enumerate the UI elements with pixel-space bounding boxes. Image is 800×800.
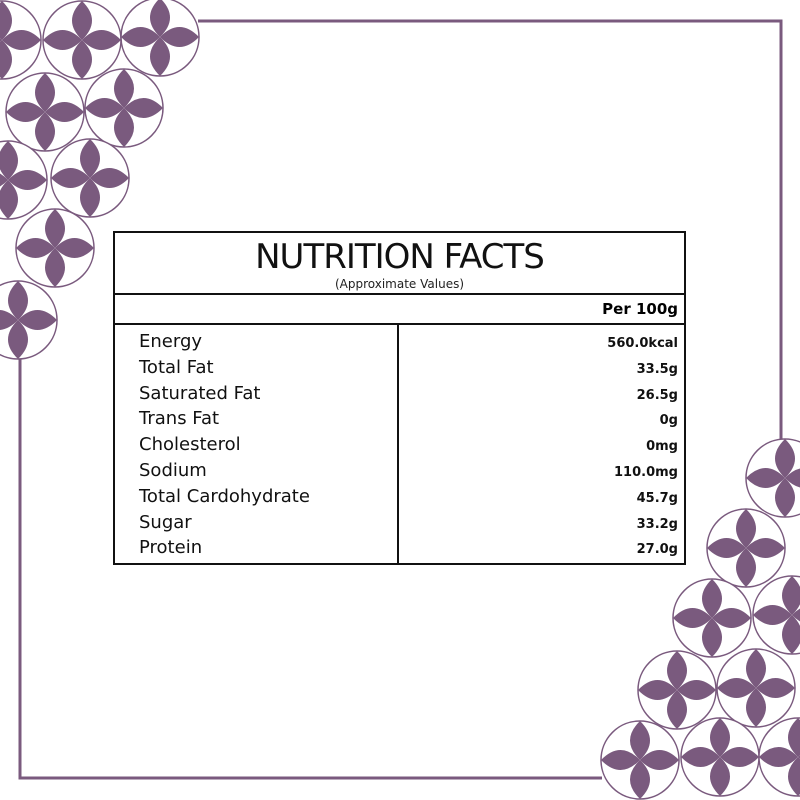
nutrient-value: 26.5g — [636, 387, 678, 403]
flower-icon — [672, 578, 752, 658]
flower-icon — [15, 208, 95, 288]
nutrient-value: 33.5g — [636, 361, 678, 377]
nutrient-value: 560.0kcal — [607, 336, 678, 351]
nutrient-name: Energy — [139, 331, 203, 352]
flower-icon — [5, 72, 85, 152]
table-body: Energy Total Fat Saturated Fat Trans Fat Cho… — [115, 325, 684, 563]
flower-icon — [0, 140, 48, 220]
flower-icon — [745, 438, 800, 518]
flower-icon — [50, 138, 130, 218]
flower-icon — [600, 720, 680, 800]
flower-icon — [706, 508, 786, 588]
nutrient-name: Sugar — [139, 511, 192, 533]
flower-icon — [752, 575, 800, 655]
nutrient-name: Total Fat — [139, 356, 214, 378]
table-subtitle: (Approximate Values) — [334, 277, 465, 291]
nutrient-value: 0g — [659, 413, 678, 429]
nutrient-value: 33.2g — [636, 516, 678, 532]
nutrient-name: Total Cardohydrate — [139, 485, 310, 507]
nutrient-value: 45.7g — [636, 490, 678, 506]
table-header: NUTRITION FACTS (Approximate Values) — [115, 233, 684, 295]
nutrient-values: 560.0kcal 33.5g 26.5g 0g 0mg 110.0mg 45.7g 33.2… — [399, 325, 684, 563]
table-title: NUTRITION FACTS — [255, 237, 545, 277]
nutrient-value: 0mg — [646, 439, 678, 455]
nutrient-names: Energy Total Fat Saturated Fat Trans Fat Cho… — [115, 325, 399, 563]
flower-icon — [120, 0, 200, 77]
flower-icon — [0, 280, 58, 360]
frame-line-bottom-left — [18, 358, 602, 780]
flower-icon — [0, 0, 42, 80]
nutrient-name: Cholesterol — [139, 434, 241, 456]
nutrient-value: 110.0mg — [614, 464, 678, 480]
flower-icon — [637, 650, 717, 730]
nutrient-name: Protein — [139, 537, 203, 559]
column-header: Per 100g — [115, 295, 684, 325]
flower-icon — [716, 648, 796, 728]
flower-icon — [84, 68, 164, 148]
nutrient-name: Trans Fat — [139, 408, 220, 430]
flower-icon — [42, 0, 122, 80]
nutrient-value: 27.0g — [636, 542, 678, 558]
flower-icon — [758, 717, 800, 797]
nutrient-name: Saturated Fat — [139, 382, 261, 404]
nutrition-facts-table: NUTRITION FACTS (Approximate Values) Per… — [113, 231, 686, 565]
frame-line-top-right — [198, 19, 783, 440]
flower-icon — [680, 717, 760, 797]
nutrient-name: Sodium — [139, 459, 207, 481]
